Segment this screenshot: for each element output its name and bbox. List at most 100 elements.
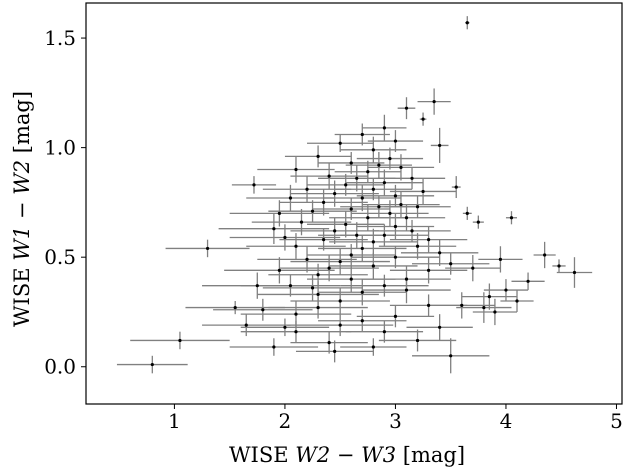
data-point <box>404 216 409 220</box>
data-point <box>252 183 256 187</box>
data-point <box>327 174 331 178</box>
data-point <box>410 229 414 233</box>
plot-area <box>116 16 593 374</box>
data-point <box>465 211 469 215</box>
data-point <box>360 319 364 323</box>
data-point <box>449 354 453 358</box>
data-point <box>382 126 386 130</box>
data-point <box>299 220 304 224</box>
data-point <box>333 192 337 196</box>
data-point <box>344 222 348 226</box>
data-point <box>283 325 287 329</box>
x-tick-label: 3 <box>389 409 402 433</box>
data-point <box>150 362 154 367</box>
data-point <box>360 246 364 251</box>
data-point <box>294 312 298 316</box>
data-point <box>294 330 298 334</box>
data-point <box>316 273 320 277</box>
data-point <box>432 100 436 104</box>
data-point <box>393 194 398 198</box>
data-point <box>388 211 392 215</box>
data-point <box>476 220 480 224</box>
data-point <box>294 167 298 172</box>
data-point <box>255 284 259 288</box>
data-point <box>371 240 375 244</box>
data-point <box>310 209 315 213</box>
data-point <box>349 253 353 257</box>
data-point <box>404 106 409 110</box>
data-point <box>355 233 359 237</box>
data-point <box>454 185 458 189</box>
data-point <box>438 143 442 148</box>
data-point <box>366 216 370 220</box>
y-tick-label: 1.0 <box>44 136 76 160</box>
data-point <box>338 323 342 327</box>
data-point <box>377 205 381 209</box>
data-point <box>399 165 403 169</box>
data-point <box>426 238 431 242</box>
data-point <box>371 345 375 349</box>
data-point <box>288 196 293 200</box>
x-axis-label: WISE W2 − W3 [mag] <box>229 443 465 467</box>
y-tick-label: 1.5 <box>44 26 76 50</box>
data-point <box>515 299 519 303</box>
data-point <box>377 163 381 167</box>
data-point <box>261 308 265 312</box>
y-axis-label: WISE W1 − W2 [mag] <box>10 91 34 327</box>
data-point <box>338 299 342 303</box>
data-point <box>543 253 547 257</box>
data-point <box>393 255 398 259</box>
data-point <box>572 270 577 275</box>
data-point <box>504 288 508 292</box>
data-point <box>244 323 248 327</box>
data-point <box>382 233 386 237</box>
data-point <box>178 338 182 343</box>
data-point <box>493 310 497 314</box>
data-point <box>382 181 386 185</box>
data-point <box>438 251 442 255</box>
data-point <box>360 132 364 137</box>
data-point <box>509 216 514 220</box>
data-point <box>415 338 420 343</box>
data-point <box>415 205 420 209</box>
data-point <box>465 21 469 25</box>
data-point <box>393 224 398 229</box>
data-point <box>355 176 359 180</box>
data-point <box>283 235 287 240</box>
data-point <box>404 277 409 281</box>
data-point <box>316 292 320 297</box>
data-point <box>338 141 342 145</box>
data-point <box>322 200 326 205</box>
x-tick-label: 2 <box>279 409 292 433</box>
data-point <box>310 286 315 290</box>
data-point <box>393 139 398 143</box>
data-point <box>421 117 425 121</box>
data-point <box>471 266 475 270</box>
data-point <box>272 227 276 231</box>
data-point <box>382 330 386 334</box>
data-point <box>426 268 431 272</box>
data-point <box>487 295 491 299</box>
y-tick-label: 0.0 <box>44 355 76 379</box>
data-point <box>327 266 331 270</box>
x-tick-label: 1 <box>168 409 181 433</box>
data-point <box>333 349 337 354</box>
data-point <box>349 277 353 281</box>
data-point <box>316 154 320 158</box>
data-point <box>338 259 342 264</box>
x-axis-ticks: 1 2 3 4 5 <box>168 404 623 433</box>
data-point <box>438 325 442 329</box>
data-point <box>277 268 282 272</box>
data-point <box>233 305 237 310</box>
data-point <box>404 288 409 292</box>
data-point <box>371 264 375 268</box>
data-point <box>305 187 309 191</box>
data-point <box>344 183 348 187</box>
data-point <box>498 257 503 261</box>
data-point <box>557 264 561 268</box>
data-point <box>305 257 309 261</box>
data-point <box>272 345 276 349</box>
data-point <box>388 156 392 161</box>
data-point <box>316 305 320 310</box>
